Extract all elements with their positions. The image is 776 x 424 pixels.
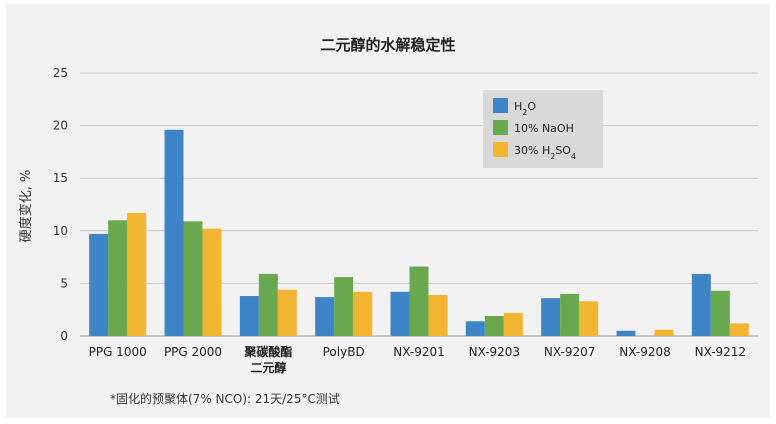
bar: [89, 233, 109, 336]
x-tick-labels: PPG 1000 PPG 2000 聚碳酸酯二元醇 PolyBD NX-9201 NX-9…: [89, 344, 746, 375]
legend-label: 30% H2SO4: [514, 144, 576, 161]
bar: [484, 316, 504, 336]
x-tick-label: NX-9203: [469, 345, 520, 359]
bar: [258, 273, 278, 336]
bar: [277, 289, 297, 336]
bar: [560, 293, 580, 336]
x-tick-label: NX-9207: [544, 345, 595, 359]
x-tick-label: NX-9208: [619, 345, 670, 359]
x-tick-label: NX-9212: [695, 345, 746, 359]
y-tick-label: 15: [53, 171, 68, 185]
bar: [465, 321, 485, 336]
x-tick-label: PPG 1000: [89, 345, 147, 359]
bar: [108, 220, 128, 336]
bar: [164, 129, 184, 336]
legend-swatch: [493, 98, 508, 113]
y-tick-label: 10: [53, 224, 68, 238]
y-tick-labels: 0 5 10 15 20 25: [53, 66, 68, 343]
bar: [390, 291, 410, 336]
legend-swatch: [493, 142, 508, 157]
y-tick-label: 20: [53, 119, 68, 133]
bar: [710, 290, 730, 336]
legend-label: 10% NaOH: [514, 122, 574, 135]
x-tick-label: PolyBD: [323, 345, 365, 359]
legend-swatch: [493, 120, 508, 135]
bar: [409, 266, 429, 336]
x-tick-label: NX-9201: [393, 345, 444, 359]
bar: [691, 273, 711, 336]
y-tick-label: 5: [60, 276, 68, 290]
x-tick-label: 聚碳酸酯二元醇: [243, 344, 292, 375]
bar: [315, 297, 335, 336]
chart-title: 二元醇的水解稳定性: [320, 36, 455, 54]
bar: [202, 228, 222, 336]
bar: [654, 329, 674, 336]
bar: [541, 298, 561, 336]
y-axis-label: 硬度变化, %: [18, 170, 34, 243]
bar: [183, 221, 203, 336]
bar: [239, 296, 259, 336]
bar: [616, 330, 636, 336]
y-tick-label: 25: [53, 66, 68, 80]
legend: H2O 10% NaOH 30% H2SO4: [483, 90, 603, 168]
bar: [503, 312, 523, 336]
legend-label: H2O: [514, 100, 536, 117]
bar: [729, 323, 749, 336]
y-tick-label: 0: [60, 329, 68, 343]
x-tick-label: PPG 2000: [164, 345, 222, 359]
bar: [428, 294, 448, 336]
bar: [334, 277, 354, 336]
bar: [579, 301, 599, 336]
bar: [353, 291, 373, 336]
footnote: *固化的预聚体(7% NCO): 21天/25°C测试: [110, 392, 340, 406]
bar: [127, 212, 147, 336]
bars: [89, 129, 749, 336]
